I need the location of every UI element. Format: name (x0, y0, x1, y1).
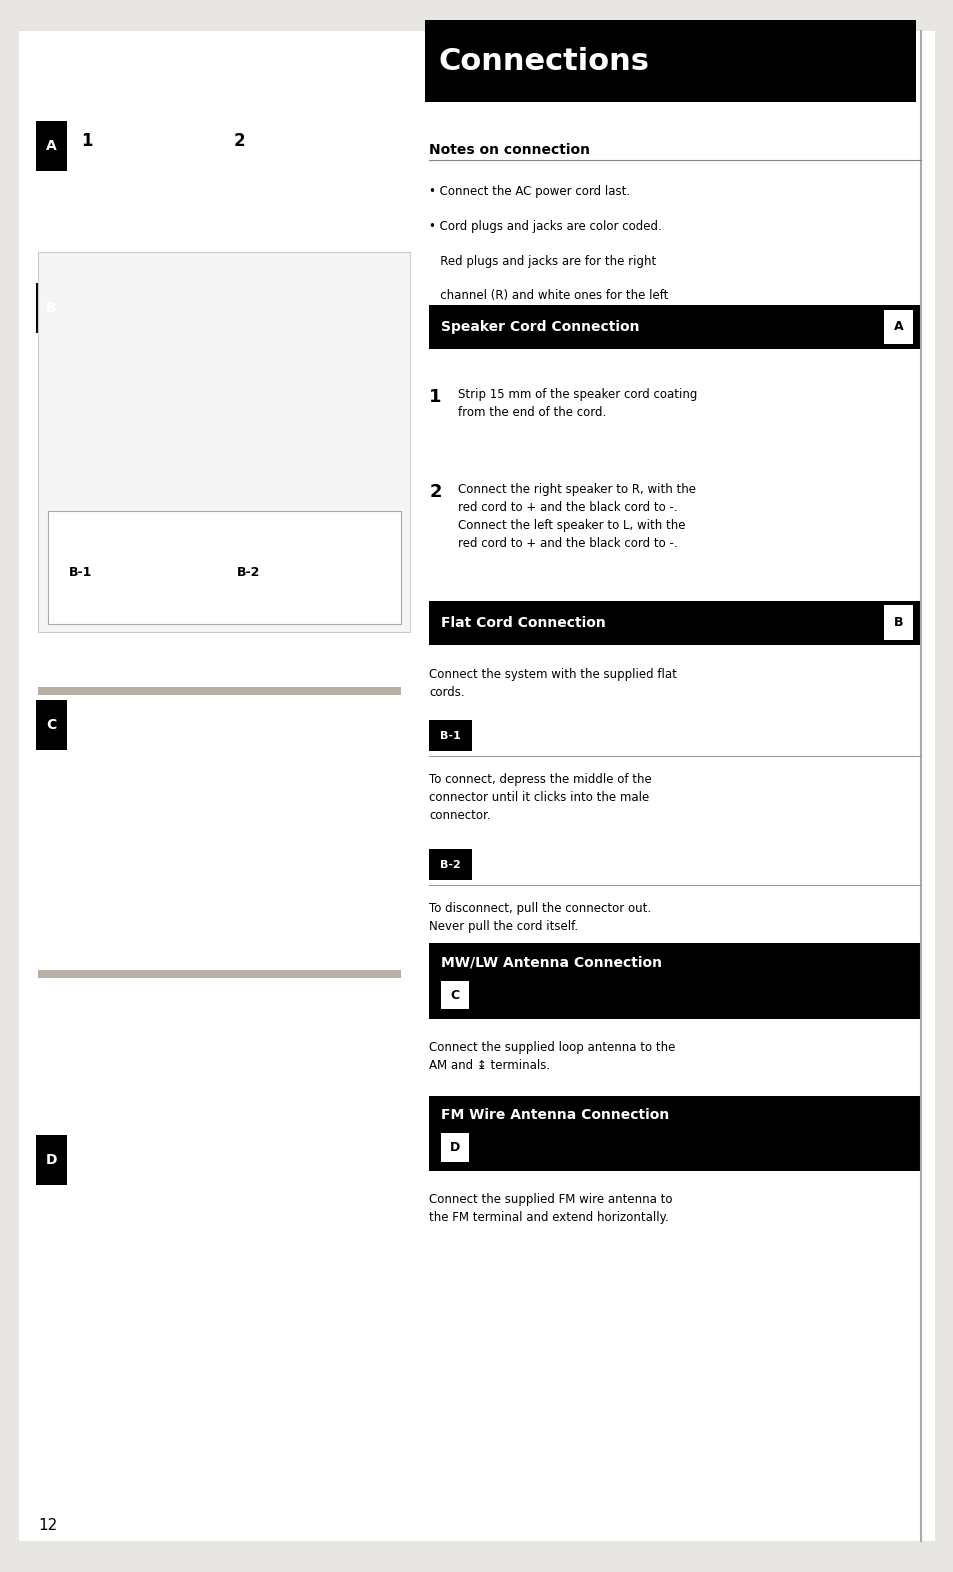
FancyBboxPatch shape (19, 31, 934, 1541)
Text: Connect the right speaker to R, with the
red cord to + and the black cord to -.
: Connect the right speaker to R, with the… (457, 483, 695, 550)
FancyBboxPatch shape (36, 700, 67, 750)
Text: C: C (47, 718, 56, 731)
FancyBboxPatch shape (429, 720, 472, 751)
Text: B-2: B-2 (440, 860, 460, 869)
FancyBboxPatch shape (440, 1133, 469, 1162)
Text: 1: 1 (429, 388, 441, 406)
Text: D: D (46, 1154, 57, 1166)
FancyBboxPatch shape (883, 310, 912, 344)
Text: B-1: B-1 (69, 566, 92, 578)
Text: To connect, depress the middle of the
connector until it clicks into the male
co: To connect, depress the middle of the co… (429, 773, 651, 822)
Text: B-2: B-2 (236, 566, 260, 578)
Text: Speaker Cord Connection: Speaker Cord Connection (440, 321, 639, 333)
Text: FM Wire Antenna Connection: FM Wire Antenna Connection (440, 1108, 668, 1121)
Text: channel (L).: channel (L). (429, 324, 510, 336)
Text: A: A (46, 140, 57, 152)
Text: MW/LW Antenna Connection: MW/LW Antenna Connection (440, 956, 661, 968)
Text: Red plugs and jacks are for the right: Red plugs and jacks are for the right (429, 255, 656, 267)
FancyBboxPatch shape (38, 252, 410, 632)
FancyBboxPatch shape (424, 20, 915, 102)
Text: 12: 12 (38, 1517, 57, 1533)
Text: Connect the system with the supplied flat
cords.: Connect the system with the supplied fla… (429, 668, 677, 700)
Text: 2: 2 (429, 483, 441, 500)
Text: • Connect the AC power cord last.: • Connect the AC power cord last. (429, 185, 630, 198)
Text: channel (R) and white ones for the left: channel (R) and white ones for the left (429, 289, 668, 302)
FancyBboxPatch shape (36, 121, 67, 171)
FancyBboxPatch shape (429, 849, 472, 880)
Text: D: D (450, 1141, 459, 1154)
Text: Connect the supplied FM wire antenna to
the FM terminal and extend horizontally.: Connect the supplied FM wire antenna to … (429, 1193, 672, 1225)
FancyBboxPatch shape (429, 1096, 920, 1171)
Text: • Cord plugs and jacks are color coded.: • Cord plugs and jacks are color coded. (429, 220, 661, 233)
Text: B: B (46, 302, 57, 314)
Text: 2: 2 (233, 132, 245, 151)
Text: 1: 1 (81, 132, 92, 151)
FancyBboxPatch shape (38, 970, 400, 978)
Text: A: A (893, 321, 902, 333)
FancyBboxPatch shape (429, 943, 920, 1019)
Text: Flat Cord Connection: Flat Cord Connection (440, 616, 605, 629)
FancyBboxPatch shape (36, 1135, 67, 1185)
FancyBboxPatch shape (36, 283, 67, 333)
Text: To disconnect, pull the connector out.
Never pull the cord itself.: To disconnect, pull the connector out. N… (429, 902, 651, 934)
Text: B-1: B-1 (440, 731, 460, 740)
Text: Connect the supplied loop antenna to the
AM and ↨ terminals.: Connect the supplied loop antenna to the… (429, 1041, 675, 1072)
Text: Strip 15 mm of the speaker cord coating
from the end of the cord.: Strip 15 mm of the speaker cord coating … (457, 388, 697, 420)
FancyBboxPatch shape (440, 981, 469, 1009)
FancyBboxPatch shape (883, 605, 912, 640)
Text: B: B (893, 616, 902, 629)
FancyBboxPatch shape (429, 305, 920, 349)
Text: C: C (450, 989, 459, 1001)
Text: Notes on connection: Notes on connection (429, 143, 590, 157)
FancyBboxPatch shape (429, 601, 920, 645)
FancyBboxPatch shape (38, 687, 400, 695)
FancyBboxPatch shape (48, 511, 400, 624)
Text: Connections: Connections (438, 47, 649, 75)
